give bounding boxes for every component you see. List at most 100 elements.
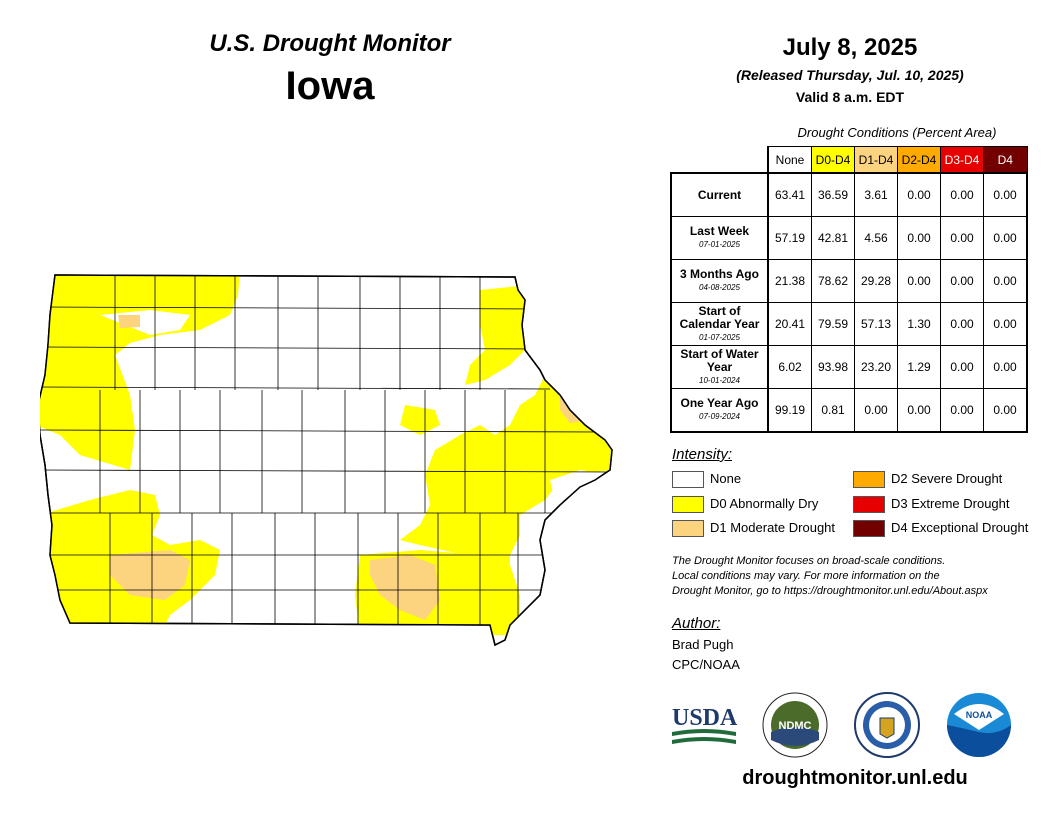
column-header: D2-D4 — [897, 146, 941, 174]
row-date: 01-07-2025 — [699, 332, 740, 342]
row-label: One Year Ago 07-09-2024 — [670, 388, 769, 433]
row-date: 10-01-2024 — [699, 375, 740, 385]
table-cell: 57.13 — [854, 302, 898, 346]
svg-text:NDMC: NDMC — [779, 720, 812, 732]
disclaimer-line: The Drought Monitor focuses on broad-sca… — [672, 555, 946, 567]
table-cell: 63.41 — [767, 172, 812, 217]
table-cell: 93.98 — [811, 345, 855, 389]
row-date: 04-08-2025 — [699, 283, 740, 292]
table-cell: 0.00 — [983, 302, 1028, 346]
svg-text:USDA: USDA — [672, 705, 738, 731]
column-header: D3-D4 — [940, 146, 984, 174]
table-cell: 0.00 — [940, 259, 984, 303]
footer-url[interactable]: droughtmonitor.unl.edu — [742, 767, 968, 789]
table-cell: 0.00 — [940, 216, 984, 260]
row-label-text: Start of Calendar Year — [679, 303, 760, 331]
d1-region-north — [118, 315, 140, 328]
row-label-text: 3 Months Ago — [680, 267, 759, 281]
disclaimer: The Drought Monitor focuses on broad-sca… — [672, 554, 1042, 599]
state-name: Iowa — [285, 64, 375, 108]
table-cell: 36.59 — [811, 172, 855, 217]
table-cell: 0.00 — [940, 388, 984, 433]
legend-label: D4 Exceptional Drought — [891, 520, 1029, 535]
row-date: 07-01-2025 — [699, 240, 740, 249]
table-cell: 0.00 — [940, 172, 984, 217]
row-label-text: Last Week — [689, 224, 750, 238]
row-date: 07-09-2024 — [699, 412, 740, 421]
table-row: Current 63.41 36.59 3.61 0.00 0.00 0.00 — [670, 172, 1028, 217]
disclaimer-line: Local conditions may vary. For more info… — [672, 570, 940, 582]
table-cell: 21.38 — [767, 259, 812, 303]
table-caption: Drought Conditions (Percent Area) — [797, 125, 997, 140]
iowa-drought-map — [40, 274, 613, 647]
row-label: Current — [670, 172, 769, 217]
legend-swatch — [672, 496, 704, 513]
column-header: None — [767, 146, 812, 174]
table-row: Start of Calendar Year 01-07-2025 20.41 79.… — [670, 302, 1028, 346]
table-cell: 3.61 — [854, 172, 898, 217]
d0-region-east — [400, 375, 612, 600]
table-row: 3 Months Ago 04-08-2025 21.38 78.62 29.28 0.0… — [670, 259, 1028, 303]
legend-swatch — [672, 471, 704, 488]
table-cell: 4.56 — [854, 216, 898, 260]
table-cell: 0.00 — [897, 388, 941, 433]
drought-stats-table: None D0-D4 D1-D4 D2-D4 D3-D4 D4 Current 63.41 3… — [670, 146, 1028, 433]
table-cell: 6.02 — [767, 345, 812, 389]
county-boundaries — [40, 275, 611, 625]
table-cell: 0.00 — [854, 388, 898, 433]
table-cell: 0.81 — [811, 388, 855, 433]
table-cell: 57.19 — [767, 216, 812, 260]
table-cell: 0.00 — [983, 259, 1028, 303]
release-date: (Released Thursday, Jul. 10, 2025) — [736, 67, 964, 83]
map-date: July 8, 2025 — [782, 34, 918, 61]
table-cell: 0.00 — [983, 172, 1028, 217]
table-cell: 79.59 — [811, 302, 855, 346]
author-org: CPC/NOAA — [672, 657, 740, 672]
d0-region-east-small — [400, 405, 440, 435]
commerce-seal-icon — [854, 692, 920, 758]
legend-swatch — [853, 520, 885, 537]
table-cell: 0.00 — [940, 302, 984, 346]
table-corner — [671, 146, 769, 173]
table-cell: 1.30 — [897, 302, 941, 346]
legend-title: Intensity: — [672, 446, 733, 463]
table-cell: 1.29 — [897, 345, 941, 389]
row-label: Last Week 07-01-2025 — [670, 216, 769, 260]
table-cell: 0.00 — [897, 172, 941, 217]
usda-logo: USDA — [672, 705, 738, 744]
table-cell: 99.19 — [767, 388, 812, 433]
author-title: Author: — [672, 615, 721, 632]
legend-swatch — [853, 471, 885, 488]
legend-swatch — [672, 520, 704, 537]
table-cell: 42.81 — [811, 216, 855, 260]
legend-label: D0 Abnormally Dry — [710, 496, 819, 511]
table-cell: 20.41 — [767, 302, 812, 346]
row-label: 3 Months Ago 04-08-2025 — [670, 259, 769, 303]
table-cell: 0.00 — [983, 388, 1028, 433]
column-header: D0-D4 — [811, 146, 855, 174]
d0-region-northeast — [465, 285, 530, 385]
table-cell: 78.62 — [811, 259, 855, 303]
table-cell: 0.00 — [940, 345, 984, 389]
legend-label: D2 Severe Drought — [891, 471, 1003, 486]
table-cell: 0.00 — [983, 216, 1028, 260]
table-row: Start of Water Year 10-01-2024 6.02 93.98 23… — [670, 345, 1028, 389]
legend-swatch — [853, 496, 885, 513]
legend-label: None — [710, 471, 742, 486]
table-cell: 0.00 — [897, 216, 941, 260]
row-label-text: Current — [697, 187, 742, 202]
map-title: U.S. Drought Monitor — [209, 30, 451, 57]
row-label-text: Start of Water Year — [680, 346, 759, 374]
row-label: Start of Water Year 10-01-2024 — [670, 345, 769, 389]
legend-label: D1 Moderate Drought — [710, 520, 836, 535]
table-cell: 0.00 — [897, 259, 941, 303]
table-cell: 23.20 — [854, 345, 898, 389]
d1-region-southeast — [370, 555, 440, 620]
noaa-logo: NOAA — [947, 693, 1011, 757]
table-cell: 0.00 — [983, 345, 1028, 389]
ndmc-logo: NDMC — [762, 692, 828, 758]
legend-label: D3 Extreme Drought — [891, 496, 1010, 511]
author-name: Brad Pugh — [672, 637, 734, 652]
svg-text:NOAA: NOAA — [966, 710, 993, 720]
d0-region-east-inner — [550, 470, 605, 500]
